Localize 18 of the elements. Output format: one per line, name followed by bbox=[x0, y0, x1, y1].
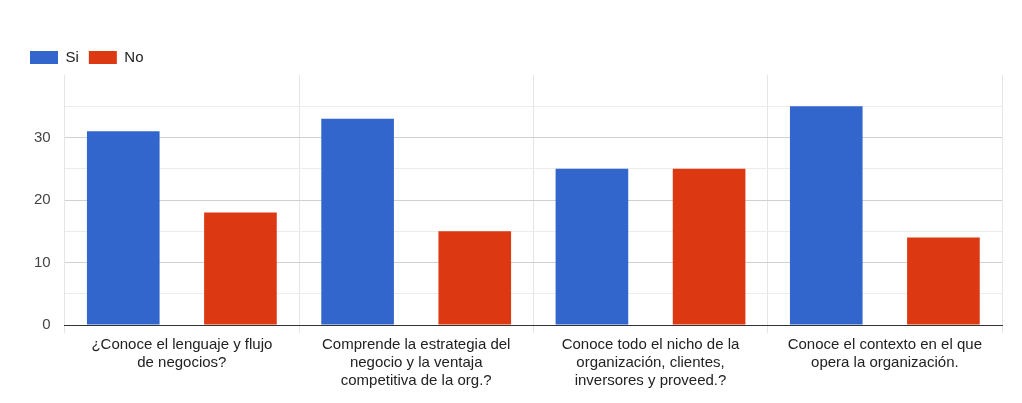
x-tick-label: Comprende la estrategia del negocio y la ventaja competitiva de la org.? bbox=[321, 335, 511, 389]
x-tick-label: Conoce todo el nicho de la organización, clientes, inversores y proveed.? bbox=[561, 335, 740, 389]
y-tick-label: 0 bbox=[42, 315, 51, 333]
bar bbox=[321, 118, 394, 325]
y-tick-label: 30 bbox=[34, 127, 51, 145]
x-tick-label: Conoce el contexto en el que opera la organización. bbox=[787, 335, 982, 371]
bar bbox=[204, 212, 277, 325]
y-tick-label: 20 bbox=[34, 190, 51, 208]
bar bbox=[555, 168, 629, 325]
bar bbox=[86, 131, 160, 325]
x-tick-label: ¿Conoce el lenguaje y flujo de negocios? bbox=[91, 335, 273, 371]
y-tick-label: 10 bbox=[34, 252, 51, 270]
bar bbox=[438, 231, 512, 325]
bar bbox=[672, 168, 746, 325]
legend-label: Si bbox=[65, 47, 79, 65]
legend-label: No bbox=[124, 47, 144, 65]
bar bbox=[789, 106, 863, 325]
bar bbox=[907, 237, 980, 325]
